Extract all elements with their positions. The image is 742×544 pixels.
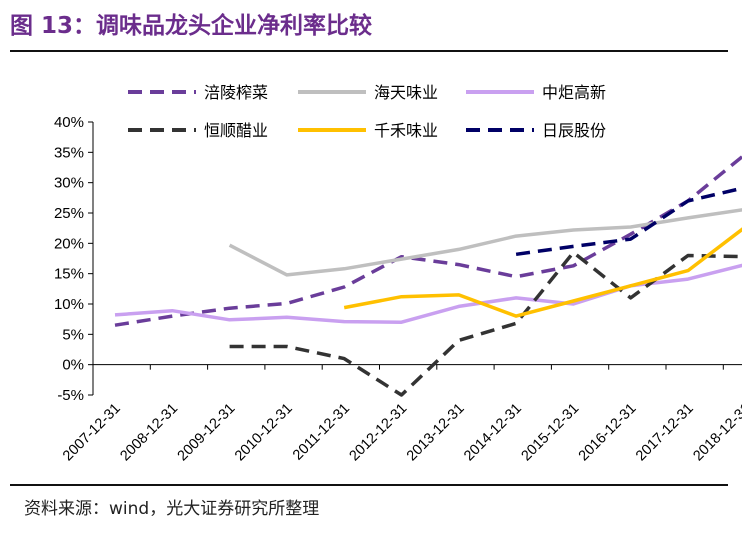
legend-label: 日辰股份 bbox=[542, 121, 606, 140]
x-tick-label: 2009-12-31 bbox=[175, 401, 239, 465]
x-tick-label: 2015-12-31 bbox=[518, 401, 582, 465]
legend-label: 海天味业 bbox=[374, 83, 438, 102]
series-lines bbox=[114, 154, 742, 397]
legend-label: 千禾味业 bbox=[374, 121, 438, 140]
legend-label: 中炬高新 bbox=[542, 83, 606, 102]
y-tick-label: 20% bbox=[54, 235, 84, 252]
y-tick-label: 25% bbox=[54, 205, 84, 222]
series-line bbox=[228, 208, 742, 277]
x-tick-label: 2013-12-31 bbox=[404, 401, 468, 465]
series-line bbox=[343, 227, 742, 318]
x-tick-label: 2007-12-31 bbox=[60, 401, 124, 465]
y-tick-label: 5% bbox=[62, 326, 84, 343]
y-tick-label: 30% bbox=[54, 175, 84, 192]
x-tick-label: 2010-12-31 bbox=[232, 401, 296, 465]
series-line bbox=[114, 154, 742, 327]
y-tick-label: -5% bbox=[57, 387, 84, 404]
source-note: 资料来源：wind，光大证券研究所整理 bbox=[24, 499, 320, 519]
bottom-rule bbox=[10, 484, 728, 486]
series-line bbox=[515, 186, 742, 257]
axes: 40%35%30%25%20%15%10%5%0%-5%2007-12-3120… bbox=[54, 114, 742, 464]
legend-label: 涪陵榨菜 bbox=[204, 83, 268, 102]
x-tick-label: 2011-12-31 bbox=[290, 401, 353, 464]
legend-label: 恒顺醋业 bbox=[204, 121, 268, 140]
x-tick-label: 2012-12-31 bbox=[347, 401, 411, 465]
y-tick-label: 0% bbox=[62, 357, 84, 374]
y-tick-label: 10% bbox=[54, 296, 84, 313]
x-tick-label: 2016-12-31 bbox=[576, 401, 640, 465]
y-tick-label: 40% bbox=[54, 114, 84, 131]
y-tick-label: 15% bbox=[54, 266, 84, 283]
x-tick-label: 2014-12-31 bbox=[461, 401, 525, 465]
series-line bbox=[114, 263, 742, 324]
figure-title: 图 13：调味品龙头企业净利率比较 bbox=[10, 13, 373, 39]
top-rule bbox=[10, 50, 728, 52]
x-tick-label: 2017-12-31 bbox=[633, 401, 697, 465]
x-tick-label: 2018-12-31 bbox=[690, 401, 742, 465]
x-tick-label: 2008-12-31 bbox=[117, 401, 181, 465]
y-tick-label: 35% bbox=[54, 144, 84, 161]
